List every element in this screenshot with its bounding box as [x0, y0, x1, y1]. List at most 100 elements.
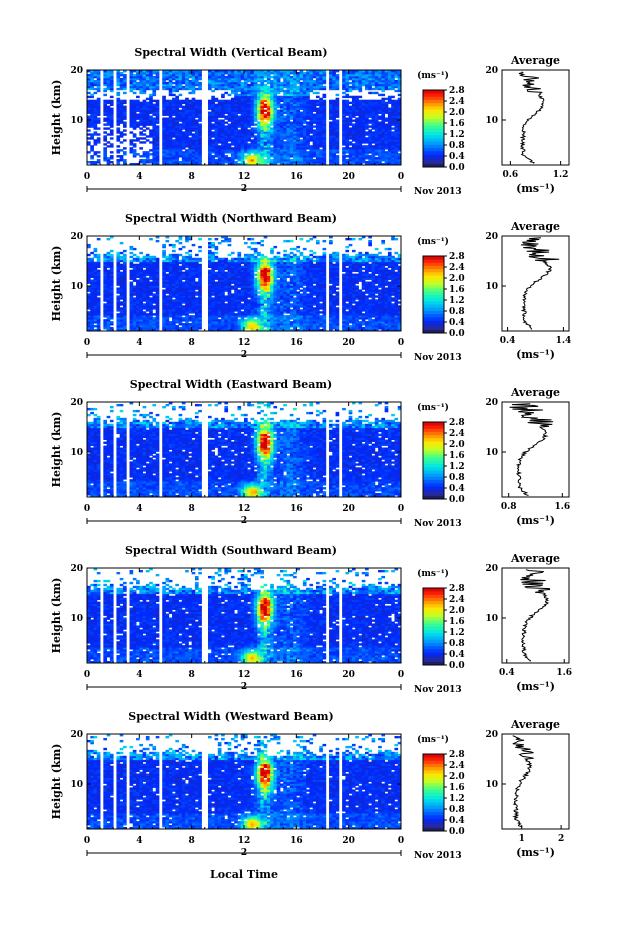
- heatmap-cell: [342, 95, 346, 99]
- heatmap-cell: [96, 97, 101, 101]
- heatmap-cell: [103, 137, 108, 140]
- heatmap-cell: [185, 75, 189, 79]
- heatmap-cell: [90, 119, 94, 122]
- heatmap-cell: [181, 121, 186, 124]
- heatmap-cell: [90, 145, 94, 148]
- heatmap-cell: [172, 97, 176, 101]
- heatmap-cell: [93, 123, 98, 126]
- heatmap-cell: [122, 133, 127, 136]
- heatmap-cell: [155, 103, 160, 107]
- heatmap-cell: [152, 99, 157, 103]
- heatmap-cell: [149, 131, 153, 134]
- heatmap-cell: [181, 131, 186, 134]
- heatmap-cell: [168, 161, 173, 164]
- heatmap-cell: [178, 75, 183, 79]
- heatmap-cell: [93, 79, 98, 83]
- heatmap-cell: [214, 121, 219, 124]
- heatmap-cell: [90, 155, 94, 158]
- heatmap-cell: [116, 163, 121, 166]
- heatmap-cell: [188, 117, 193, 120]
- heatmap-cell: [194, 75, 199, 79]
- heatmap-cell: [191, 109, 196, 112]
- average-profile-line: [518, 71, 545, 164]
- heatmap-cell: [145, 113, 150, 116]
- heatmap-cell: [175, 95, 179, 99]
- heatmap-cell: [299, 111, 304, 114]
- heatmap-cell: [132, 105, 137, 109]
- heatmap-cell: [214, 103, 219, 107]
- heatmap-cell: [165, 123, 170, 126]
- heatmap-cell: [185, 153, 189, 156]
- heatmap-cell: [152, 109, 157, 112]
- heatmap-cell: [103, 105, 108, 109]
- heatmap-cell: [194, 153, 199, 156]
- heatmap-cell: [312, 79, 317, 83]
- heatmap-cell: [106, 157, 111, 160]
- heatmap-cell: [221, 129, 225, 132]
- heatmap-cell: [172, 81, 176, 85]
- heatmap-cell: [122, 91, 127, 95]
- heatmap-cell: [211, 107, 215, 110]
- heatmap-cell: [139, 113, 143, 116]
- heatmap-cell: [194, 119, 199, 122]
- heatmap-cell: [198, 149, 202, 152]
- heatmap-cell: [145, 153, 150, 156]
- heatmap-cell: [172, 109, 176, 112]
- date-label: Nov 2013: [414, 187, 462, 197]
- heatmap-cell: [211, 143, 215, 146]
- heatmap-cell: [152, 153, 157, 156]
- heatmap-cell: [306, 151, 310, 154]
- heatmap-cell: [194, 107, 199, 110]
- heatmap-cell: [181, 245, 186, 249]
- heatmap-cell: [90, 123, 94, 126]
- heatmap-cell: [175, 81, 179, 85]
- heatmap-cell: [198, 155, 202, 158]
- heatmap-cell: [188, 115, 193, 118]
- x-tick-label: 4: [136, 172, 142, 182]
- heatmap-cell: [185, 119, 189, 122]
- heatmap-cell: [221, 149, 225, 152]
- heatmap-cell: [211, 99, 215, 103]
- colorbar-segment: [423, 154, 444, 158]
- heatmap-cell: [172, 71, 176, 75]
- heatmap-cell: [162, 143, 166, 146]
- heatmap-cell: [198, 133, 202, 136]
- heatmap-cell: [90, 157, 94, 160]
- heatmap-cell: [188, 70, 193, 73]
- heatmap-cell: [345, 155, 350, 158]
- heatmap-cell: [136, 117, 140, 120]
- heatmap-cell: [149, 99, 153, 103]
- heatmap-cell: [185, 77, 189, 81]
- heatmap-cell: [224, 151, 229, 154]
- heatmap-cell: [155, 73, 160, 77]
- heatmap-cell: [93, 143, 98, 146]
- heatmap-cell: [168, 93, 173, 97]
- heatmap-cell: [93, 103, 98, 107]
- heatmap-cell: [90, 279, 94, 282]
- heatmap-cell: [142, 121, 147, 124]
- heatmap-cell: [103, 107, 108, 110]
- heatmap-cell: [145, 87, 150, 91]
- heatmap-cell: [129, 245, 134, 249]
- heatmap-cell: [172, 77, 176, 81]
- heatmap-cell: [217, 121, 222, 124]
- heatmap-cell: [106, 133, 111, 136]
- heatmap-cell: [172, 99, 176, 103]
- heatmap-cell: [136, 75, 140, 79]
- heatmap-cell: [165, 101, 170, 105]
- heatmap-cell: [191, 77, 196, 81]
- heatmap-cell: [139, 133, 143, 136]
- heatmap-cell: [149, 107, 153, 110]
- heatmap-cell: [119, 87, 124, 91]
- heatmap-cell: [208, 151, 212, 154]
- heatmap-cell: [198, 101, 202, 105]
- heatmap-cell: [217, 99, 222, 103]
- heatmap-cell: [368, 119, 372, 122]
- heatmap-cell: [172, 141, 176, 144]
- heatmap-cell: [168, 107, 173, 110]
- heatmap-cell: [188, 79, 193, 83]
- heatmap-cell: [185, 149, 189, 152]
- heatmap-cell: [129, 163, 134, 166]
- heatmap-cell: [129, 75, 134, 79]
- heatmap-cell: [149, 123, 153, 126]
